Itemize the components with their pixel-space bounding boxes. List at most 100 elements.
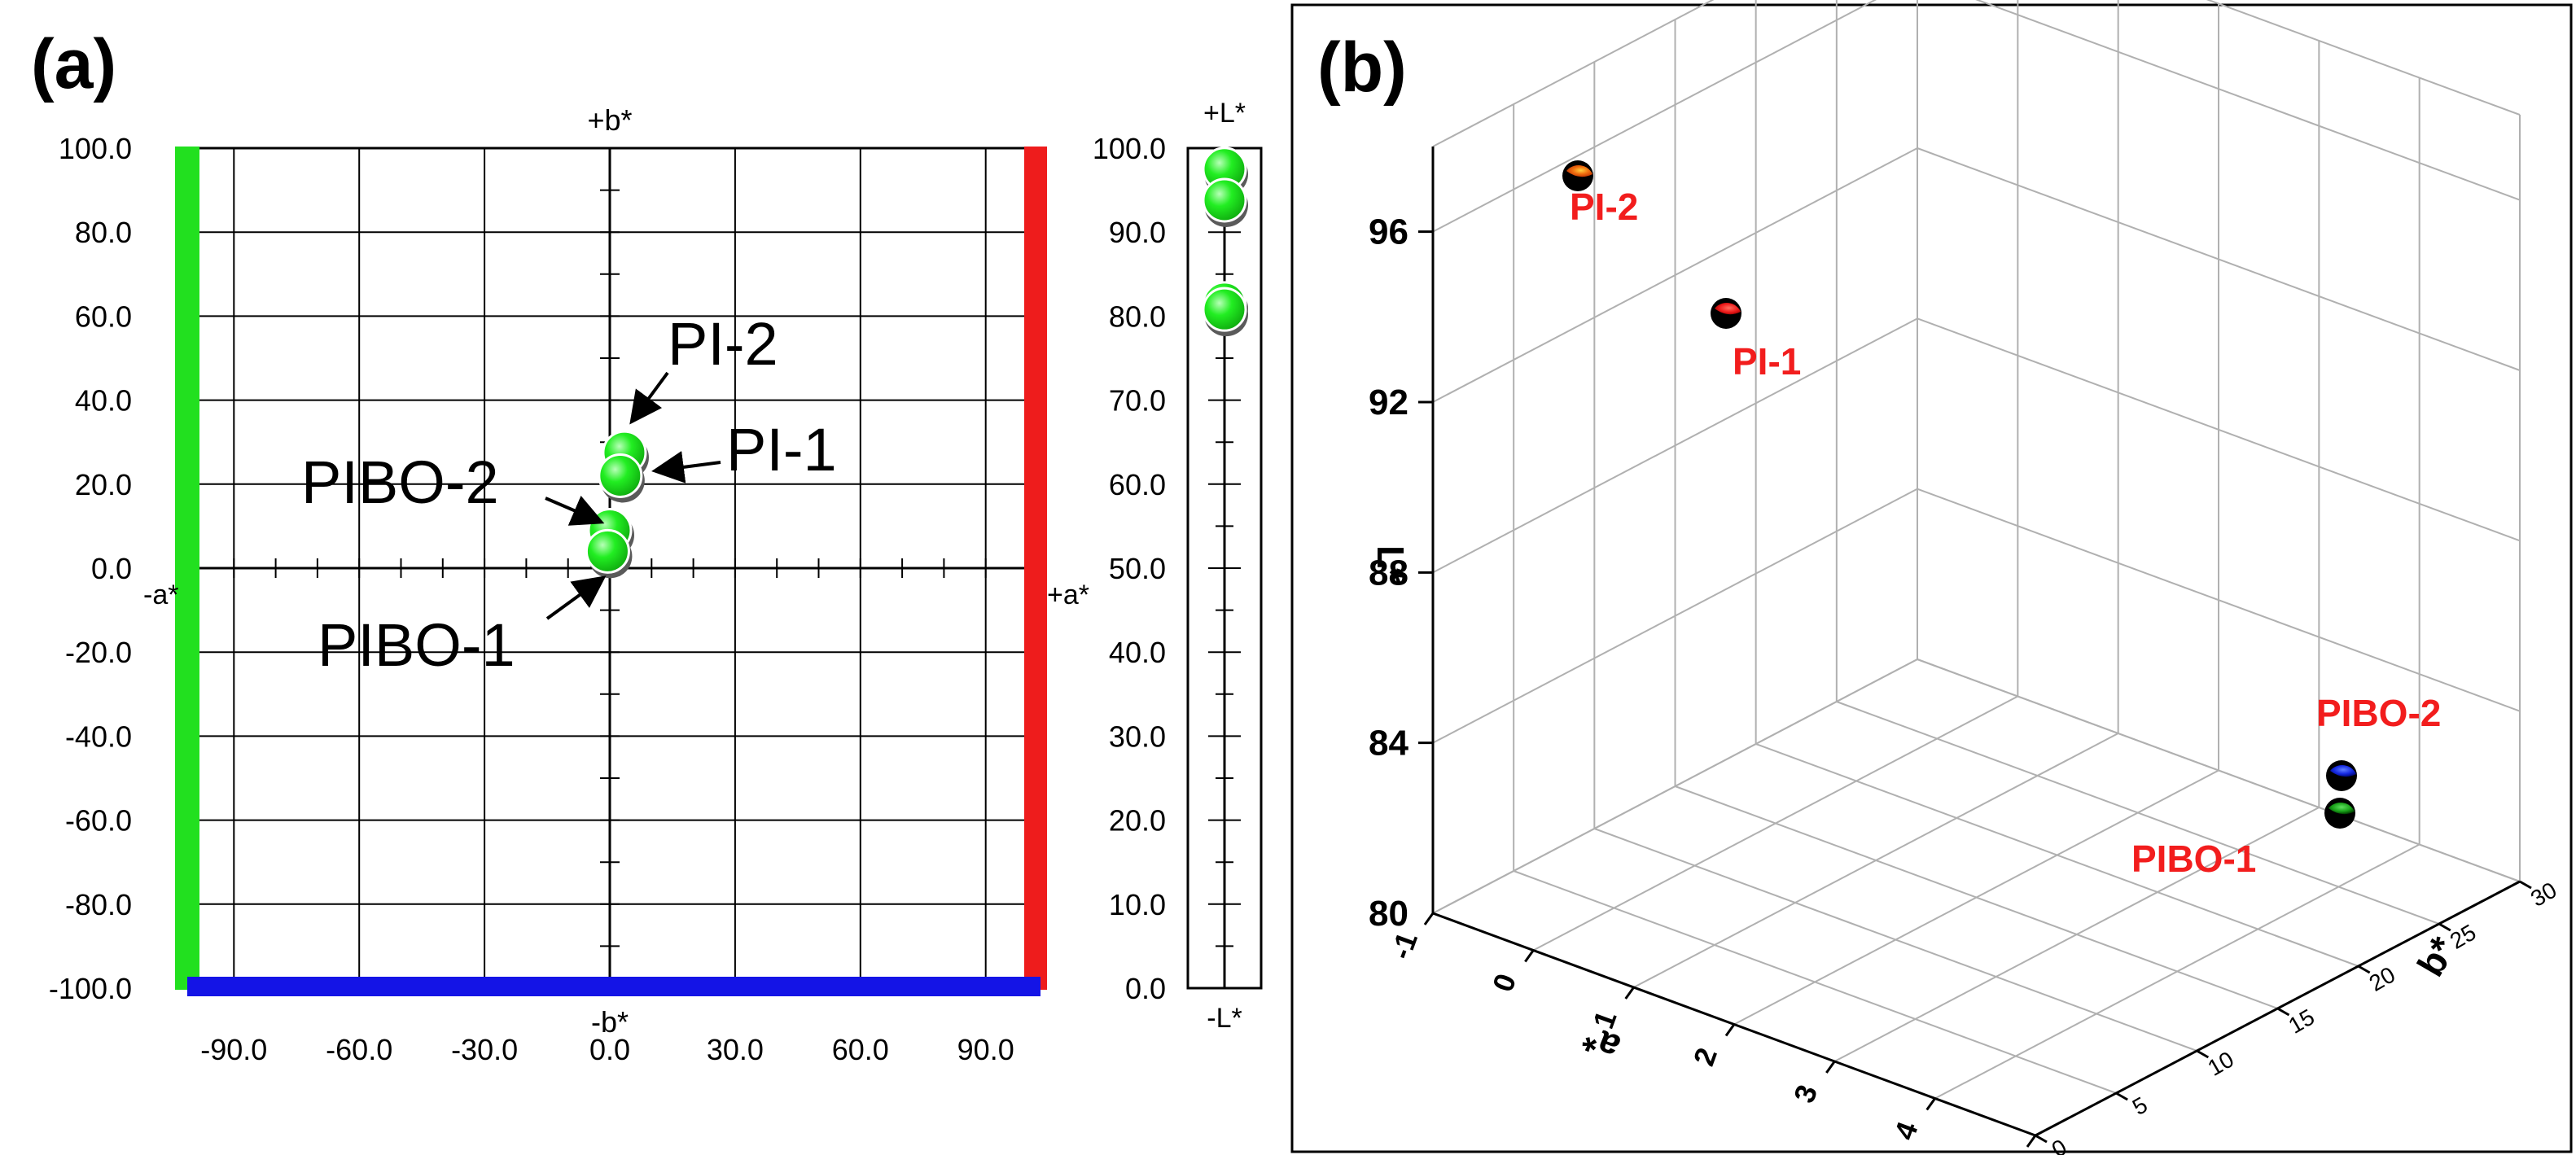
l-tick-label: 50.0 [1109,552,1166,585]
blue-axis-bar [187,977,1040,996]
y-tick [2519,880,2532,890]
x-tick [2026,1135,2037,1148]
box-edge [2206,0,2521,116]
y-tick-label: -80.0 [65,888,132,921]
y-tick [2438,922,2451,932]
x-tick [1624,987,1635,1000]
x-tick-label: 0.0 [589,1033,630,1066]
l-tick-label: 10.0 [1109,888,1166,921]
z-tick-label: 80 [1369,894,1408,934]
y-tick-label: 20.0 [75,468,132,501]
point-3d-cap [1715,302,1741,315]
point-3d-cap [2330,764,2356,777]
neg-a-label: -a* [143,580,178,610]
y-tick [2035,1134,2048,1144]
y-tick-label: -40.0 [65,720,132,753]
l-tick-label: 70.0 [1109,384,1166,418]
side-wall-grid-line [1432,0,1877,233]
floor-grid-line [1675,785,2278,1009]
annotation-3d-pibo-2: PIBO-2 [2316,692,2441,734]
side-wall-grid-line [1432,658,1918,914]
x-tick [1925,1097,1936,1111]
box-edge [1432,0,1715,147]
y-tick-label: 5 [2128,1092,2152,1120]
y-tick-label: 20 [2365,962,2399,996]
y-tick-label: 80.0 [75,216,132,249]
arrow-pi-1 [651,451,721,483]
y-tick-label: 0.0 [91,552,132,585]
x-tick-label: -90.0 [200,1033,267,1066]
z-tick-labels: 84 88 92 96 80 [1369,212,1433,934]
l-data-point [1202,287,1247,332]
x-tick-label: 90.0 [957,1033,1014,1066]
x-tick [1524,949,1535,963]
back-wall-grid-line [1917,488,2521,712]
y-tick-label: -100.0 [49,972,132,1005]
ab-chromaticity-plot: 100.080.060.040.020.00.0-20.0-40.0-60.0-… [49,103,1089,1066]
neg-l-label: -L* [1207,1003,1242,1034]
l-tick-label: 90.0 [1109,216,1166,249]
panel-b-border [1290,3,2573,1153]
l-tick-label: 40.0 [1109,636,1166,669]
x-tick-label: 60.0 [832,1033,889,1066]
y-tick [2115,1092,2128,1101]
y-tick [2196,1049,2210,1059]
l-tick-label: 0.0 [1125,972,1166,1005]
green-axis-bar [175,147,199,990]
y-tick-label: 30 [2526,877,2561,912]
side-wall-grid-line [1432,488,1918,744]
x-tick-label: 4 [1887,1118,1924,1144]
arrow-pibo-1 [545,575,607,620]
annotation-pi-2: PI-2 [668,310,778,378]
pos-b-label: +b* [587,103,632,137]
z-tick-label: 84 [1369,724,1408,763]
z-tick-label: 88 [1369,553,1408,593]
l-tick-labels: 100.0 90.0 80.0 70.0 60.0 50.0 40.0 30.0 20.0 10.… [1093,132,1166,1005]
data-point [598,453,643,498]
x-tick-label: 2 [1687,1043,1724,1070]
l-ticks [1208,147,1241,989]
ab-x-tick-labels: -90.0 -60.0 -30.0 0.0 30.0 60.0 90.0 [200,1033,1014,1066]
z-tick-label: 96 [1369,212,1408,252]
back-wall-grid-line [1917,147,2521,371]
ab-y-tick-labels: 100.0 80.0 60.0 40.0 20.0 0.0 -20.0 -40.0 -60.0 -… [49,132,132,1005]
annotation-3d-pi-2: PI-2 [1570,186,1638,228]
x-tick-label: -60.0 [326,1033,392,1066]
floor-grid-line [1755,743,2359,967]
l-points [1202,147,1248,337]
arrow-pi-2 [629,371,669,425]
back-wall-grid-line [1975,0,2521,201]
y-tick-label: 60.0 [75,300,132,333]
l-lightness-scale: 100.0 90.0 80.0 70.0 60.0 50.0 40.0 30.0 20.0 10.… [1093,98,1263,1034]
arrow-pibo-2 [545,495,605,526]
pos-a-label: +a* [1047,580,1089,610]
neg-b-label: -b* [591,1005,629,1039]
x-tick-label: -30.0 [451,1033,518,1066]
y-tick [2357,965,2371,974]
y-tick-label: 100.0 [59,132,132,165]
back-wall-grid-line [1917,317,2521,542]
point-3d-cap [1566,164,1592,177]
x-tick [1825,1061,1836,1074]
x-tick [1724,1023,1736,1037]
side-wall-grid-line [1432,147,1918,403]
l-tick-label: 30.0 [1109,720,1166,753]
x-tick-label: 30.0 [707,1033,764,1066]
panel-a-label: (a) [31,25,116,103]
back-wall-grid-line [1917,658,2521,882]
l-data-point [1202,177,1247,223]
panel-b-label: (b) [1317,28,1407,107]
point-3d-cap [2328,802,2355,815]
annotation-3d-pibo-1: PIBO-1 [2131,838,2256,880]
y-tick-label: 15 [2285,1004,2319,1039]
y-tick [2276,1007,2290,1017]
l-tick-label: 20.0 [1109,804,1166,838]
3d-points [1562,160,2357,829]
ab-points [585,430,649,579]
annotation-pibo-2: PIBO-2 [301,448,499,516]
x-tick-label: 3 [1787,1080,1824,1107]
3d-grid [1432,0,2521,1136]
